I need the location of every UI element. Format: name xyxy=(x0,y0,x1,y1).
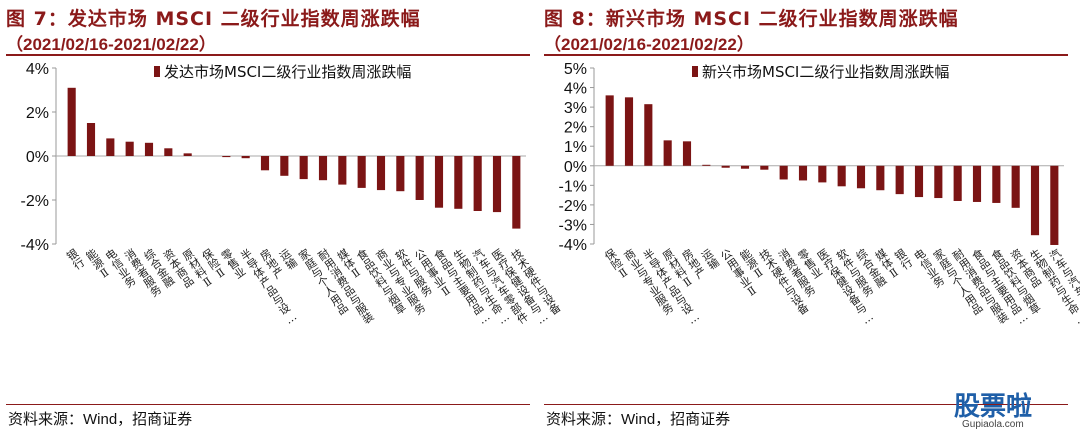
bar-7 xyxy=(721,165,730,168)
bar-9 xyxy=(760,165,769,170)
developed-markets-bar-chart: 4%2%0%-2%-4%银行能源Ⅱ电信业务消费者服务综合金融资本商品原材料Ⅱ保险… xyxy=(21,61,564,327)
bar-5 xyxy=(144,142,154,156)
legend-label: 新兴市场MSCI二级行业指数周涨跌幅 xyxy=(702,63,949,81)
category-label: 软件与服务 xyxy=(834,246,876,300)
legend-swatch xyxy=(692,66,698,77)
bar-15 xyxy=(338,156,347,185)
source-rule xyxy=(6,404,530,405)
y-tick-label: -4% xyxy=(21,237,49,254)
bar-2 xyxy=(86,123,96,156)
category-label: 综合金融 xyxy=(853,246,889,291)
category-label: 银行 xyxy=(892,246,915,273)
y-tick-label: 0% xyxy=(26,149,49,166)
bar-19 xyxy=(415,156,424,200)
category-label: 商业与专业服务 xyxy=(621,246,676,318)
y-tick-label: -4% xyxy=(559,237,587,254)
y-tick-label: 5% xyxy=(564,61,587,78)
y-tick-label: 2% xyxy=(564,120,587,137)
bar-4 xyxy=(125,141,134,156)
y-tick-label: 0% xyxy=(564,159,587,176)
legend-swatch xyxy=(154,66,160,77)
y-tick-label: 2% xyxy=(26,105,49,122)
bar-15 xyxy=(876,165,885,191)
bar-3 xyxy=(644,104,653,166)
source-note: 资料来源：Wind，招商证券 xyxy=(546,411,731,428)
y-tick-label: 3% xyxy=(564,100,587,117)
y-tick-label: 4% xyxy=(564,81,587,98)
category-label: 银行 xyxy=(64,246,87,273)
title-rule xyxy=(6,54,530,56)
y-tick-label: -1% xyxy=(559,178,587,195)
y-tick-label: -2% xyxy=(559,198,587,215)
legend-label: 发达市场MSCI二级行业指数周涨跌幅 xyxy=(164,63,411,81)
bar-4 xyxy=(663,140,672,166)
bar-17 xyxy=(914,165,924,198)
y-tick-label: -3% xyxy=(559,217,587,234)
bar-10 xyxy=(779,165,788,180)
title-rule xyxy=(544,54,1068,56)
watermark-text: 股票啦 xyxy=(954,391,1032,422)
source-rule xyxy=(544,404,1068,405)
figure-8-panel: 图 8：新兴市场 MSCI 二级行业指数周涨跌幅 （2021/02/16-202… xyxy=(544,0,1080,435)
bar-6 xyxy=(164,148,173,156)
bar-14 xyxy=(318,156,328,181)
category-label: 食品饮料与烟草 xyxy=(989,246,1044,318)
bar-23 xyxy=(492,156,502,213)
bar-17 xyxy=(376,156,386,191)
bar-22 xyxy=(1011,165,1020,208)
bar-22 xyxy=(473,156,482,211)
legend: 发达市场MSCI二级行业指数周涨跌幅 xyxy=(154,63,411,81)
watermark-subtext: Gupiaola.com xyxy=(962,419,1024,429)
bar-2 xyxy=(624,97,634,166)
bar-20 xyxy=(434,156,444,208)
bar-20 xyxy=(972,165,982,202)
y-tick-label: 1% xyxy=(564,139,587,156)
figure-title: 图 8：新兴市场 MSCI 二级行业指数周涨跌幅 xyxy=(544,8,959,30)
bar-18 xyxy=(934,165,943,199)
bar-11 xyxy=(798,165,808,181)
figure-7-panel: 图 7：发达市场 MSCI 二级行业指数周涨跌幅 （2021/02/16-202… xyxy=(6,0,564,435)
y-tick-label: 4% xyxy=(26,61,49,78)
bar-12 xyxy=(280,156,289,176)
bar-16 xyxy=(895,165,904,195)
bar-7 xyxy=(183,153,192,156)
bar-6 xyxy=(702,164,711,166)
bar-5 xyxy=(682,141,692,166)
bar-12 xyxy=(818,165,827,183)
category-label: 生物制药与生命… xyxy=(1027,246,1080,327)
figure-date-range: （2021/02/16-2021/02/22） xyxy=(544,35,754,54)
bar-21 xyxy=(992,165,1001,203)
bar-24 xyxy=(512,156,521,229)
category-label: 消费者服务 xyxy=(776,246,818,300)
bar-1 xyxy=(67,87,76,156)
bar-1 xyxy=(605,95,614,166)
bar-10 xyxy=(241,156,250,159)
bar-8 xyxy=(740,165,750,169)
bar-11 xyxy=(260,156,270,171)
emerging-markets-bar-chart: 5%4%3%2%1%0%-1%-2%-3%-4%保险Ⅱ商业与专业服务半导体产品与… xyxy=(559,61,1080,327)
bar-18 xyxy=(396,156,405,192)
bar-16 xyxy=(357,156,366,188)
bar-13 xyxy=(837,165,846,187)
bar-23 xyxy=(1030,165,1040,236)
bar-13 xyxy=(299,156,308,180)
bar-9 xyxy=(222,156,231,158)
y-tick-label: -2% xyxy=(21,193,49,210)
source-note: 资料来源：Wind，招商证券 xyxy=(8,411,193,428)
figure-title: 图 7：发达市场 MSCI 二级行业指数周涨跌幅 xyxy=(6,8,421,30)
bar-24 xyxy=(1050,165,1059,245)
figure-date-range: （2021/02/16-2021/02/22） xyxy=(6,35,216,54)
watermark-logo: 股票啦 Gupiaola.com xyxy=(954,391,1032,429)
bar-21 xyxy=(454,156,463,209)
bar-3 xyxy=(106,138,115,156)
bar-19 xyxy=(953,165,962,201)
legend: 新兴市场MSCI二级行业指数周涨跌幅 xyxy=(692,63,949,81)
bar-14 xyxy=(856,165,866,189)
